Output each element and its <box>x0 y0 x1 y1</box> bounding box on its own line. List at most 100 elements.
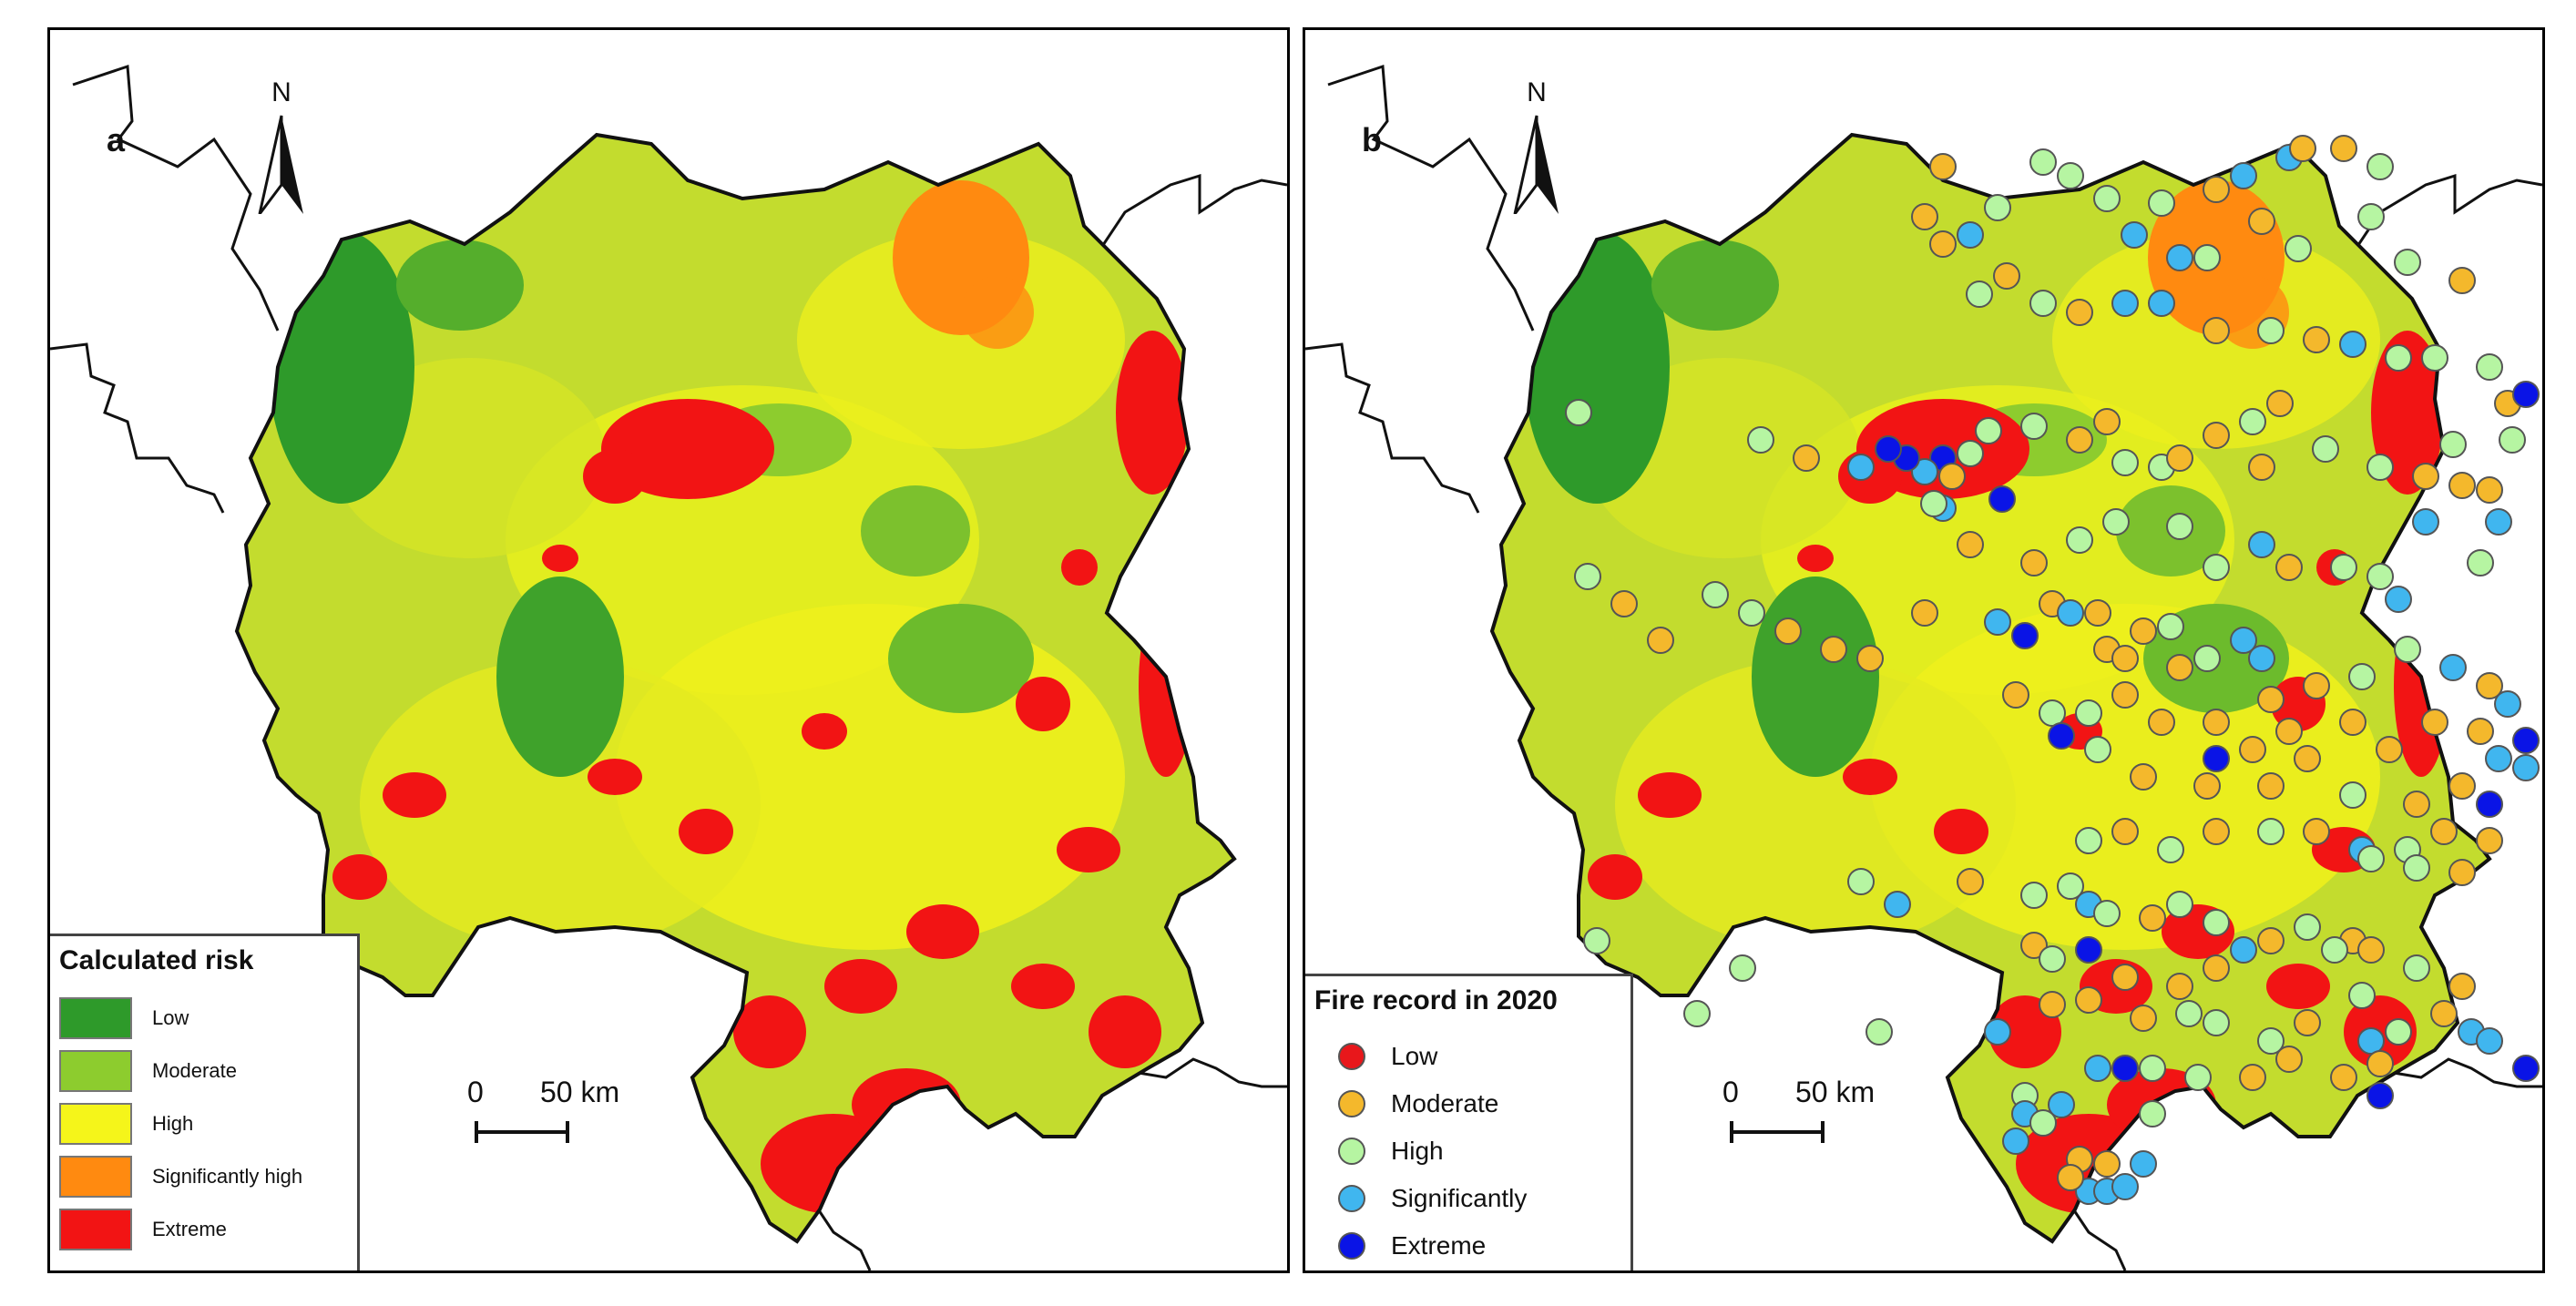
fire-point <box>2139 1100 2166 1127</box>
fire-point <box>2330 554 2357 581</box>
fire-point <box>2057 162 2084 189</box>
fire-point <box>2494 690 2521 718</box>
fire-point <box>2093 1150 2121 1178</box>
scale-distance: 50 km <box>1795 1076 1876 1108</box>
fire-point <box>2111 290 2139 317</box>
fire-point <box>2111 681 2139 709</box>
fire-point <box>2339 331 2366 358</box>
fire-point <box>1866 1018 1893 1046</box>
legend-item-low: Low <box>59 995 189 1042</box>
fire-point <box>2130 617 2157 645</box>
fire-point <box>2257 1027 2285 1055</box>
fire-point <box>2476 672 2503 699</box>
fire-point <box>2102 508 2130 536</box>
fire-point <box>2412 463 2439 490</box>
fire-point <box>2239 1064 2266 1091</box>
fire-point <box>1820 636 1847 663</box>
fire-point <box>2011 622 2039 649</box>
legend-item-significantly: Significantly <box>1314 1175 1527 1222</box>
fire-point <box>2448 859 2476 886</box>
fire-point <box>1847 454 1875 481</box>
fire-point <box>2476 476 2503 504</box>
fire-point <box>2430 818 2458 845</box>
fire-point <box>2166 244 2193 271</box>
fire-point <box>2057 1164 2084 1191</box>
fire-point <box>2394 249 2421 276</box>
fire-point <box>2111 818 2139 845</box>
fire-point <box>2275 554 2303 581</box>
fire-point <box>2321 936 2348 964</box>
fire-point <box>2029 290 2057 317</box>
fire-point <box>1957 868 1984 895</box>
fire-point <box>2203 176 2230 203</box>
legend-dot <box>1338 1232 1365 1260</box>
fire-point <box>2330 135 2357 162</box>
fire-point <box>2002 681 2029 709</box>
fire-point <box>2203 709 2230 736</box>
fire-point <box>1565 399 1592 426</box>
fire-point <box>2266 390 2294 417</box>
fire-point <box>2111 449 2139 476</box>
fire-point <box>2203 954 2230 982</box>
fire-point <box>2093 185 2121 212</box>
fire-point <box>1583 927 1610 954</box>
fire-point <box>2448 267 2476 294</box>
fire-point <box>2257 317 2285 344</box>
fire-point <box>2084 599 2111 627</box>
fire-point <box>2166 654 2193 681</box>
fire-points <box>1565 135 2540 1205</box>
fire-point <box>2294 745 2321 772</box>
fire-point <box>2166 444 2193 472</box>
legend-item-high: High <box>1314 1127 1444 1175</box>
fire-point <box>1911 599 1938 627</box>
fire-point <box>2303 672 2330 699</box>
fire-point <box>2230 162 2257 189</box>
fire-point <box>2385 344 2412 372</box>
legend-swatch <box>59 1156 132 1198</box>
fire-point <box>2239 736 2266 763</box>
fire-point <box>2512 381 2540 408</box>
scale-zero: 0 <box>467 1076 484 1108</box>
fire-point <box>1957 221 1984 249</box>
fire-point <box>2439 654 2467 681</box>
north-label: N <box>1527 77 1547 107</box>
fire-point <box>2485 508 2512 536</box>
fire-point <box>2421 709 2448 736</box>
fire-point <box>2467 549 2494 576</box>
fire-point <box>2339 709 2366 736</box>
fire-point <box>1702 581 1729 608</box>
fire-point <box>1647 627 1674 654</box>
fire-point <box>2348 663 2376 690</box>
fire-point <box>2020 882 2048 909</box>
fire-point <box>2439 431 2467 458</box>
fire-point <box>2111 1055 2139 1082</box>
fire-point <box>2357 203 2385 230</box>
fire-point <box>2203 422 2230 449</box>
fire-point <box>2257 772 2285 800</box>
fire-point <box>1847 868 1875 895</box>
fire-point <box>2430 1000 2458 1027</box>
fire-point <box>1984 1018 2011 1046</box>
fire-point <box>2193 244 2221 271</box>
risk-map-a <box>50 64 1287 1270</box>
fire-record-map-b <box>1305 64 2542 1270</box>
legend-dot <box>1338 1043 1365 1070</box>
fire-point <box>2512 1055 2540 1082</box>
fire-point <box>2366 1082 2394 1109</box>
fire-point <box>2485 745 2512 772</box>
scale-bar: 0 50 km <box>1722 1076 1959 1158</box>
fire-point <box>2148 189 2175 217</box>
fire-point <box>2385 586 2412 613</box>
north-arrow-icon: N <box>252 77 311 215</box>
fire-point <box>2203 317 2230 344</box>
fire-point <box>2111 964 2139 991</box>
fire-point <box>2029 148 2057 176</box>
fire-point <box>1793 444 1820 472</box>
fire-point <box>1574 563 1601 590</box>
fire-point <box>2230 627 2257 654</box>
legend-calculated-risk: Calculated risk Low Moderate High Signif… <box>50 934 360 1270</box>
fire-point <box>2039 699 2066 727</box>
fire-point <box>2203 554 2230 581</box>
fire-point <box>2366 153 2394 180</box>
fire-point <box>2166 513 2193 540</box>
